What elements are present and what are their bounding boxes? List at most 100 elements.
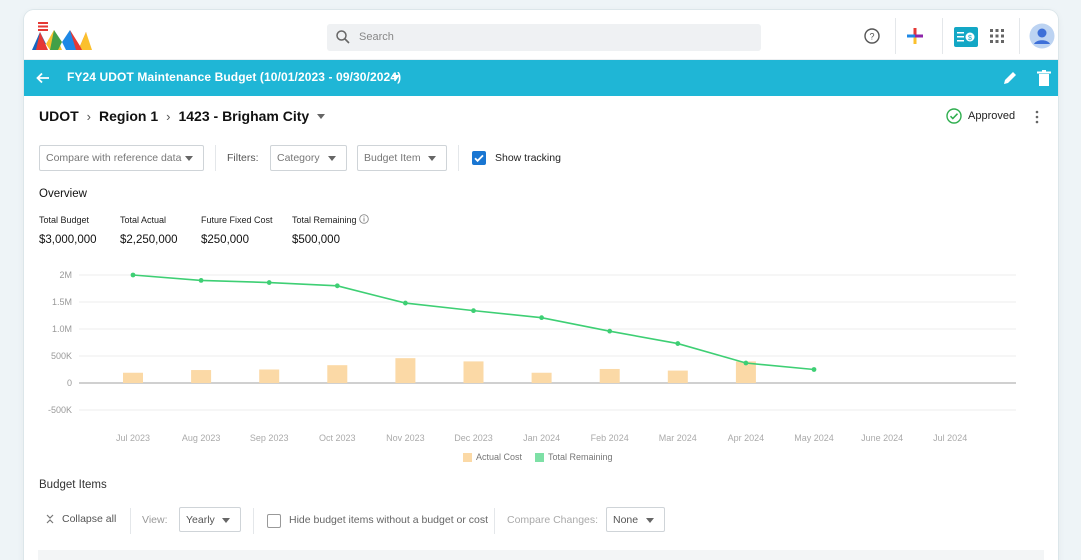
collapse-all-button[interactable]: Collapse all	[44, 513, 116, 525]
x-tick-label: Nov 2023	[386, 433, 425, 443]
table-header	[38, 550, 1044, 560]
more-vertical-icon[interactable]	[1034, 110, 1040, 124]
total-remaining-point	[811, 367, 817, 372]
actual-cost-bar	[735, 361, 756, 383]
stat-label: Total Budget	[39, 215, 90, 225]
user-avatar-icon[interactable]	[1029, 23, 1055, 49]
search-bar[interactable]: Search	[327, 24, 761, 51]
hide-empty-items-label[interactable]: Hide budget items without a budget or co…	[289, 514, 489, 526]
budget-item-select[interactable]: Budget Item	[357, 145, 447, 171]
y-tick-label: 500K	[51, 351, 72, 361]
divider	[1019, 18, 1020, 54]
checkmark-icon	[474, 154, 484, 163]
legend-swatch	[463, 452, 472, 462]
category-select[interactable]: Category	[270, 145, 347, 171]
compare-changes-select[interactable]: None	[606, 507, 665, 532]
x-tick-label: Jul 2023	[116, 433, 150, 443]
collapse-all-label: Collapse all	[62, 513, 117, 525]
stat-value: $500,000	[292, 234, 340, 246]
info-icon[interactable]	[359, 214, 369, 224]
chevron-down-icon	[185, 156, 193, 161]
divider	[458, 145, 459, 171]
view-select[interactable]: Yearly	[179, 507, 241, 532]
compare-changes-value: None	[613, 513, 639, 526]
x-tick-label: Aug 2023	[182, 433, 221, 443]
budget-header-bar: FY24 UDOT Maintenance Budget (10/01/2023…	[24, 60, 1058, 96]
check-circle-icon	[946, 108, 962, 124]
compare-changes-label: Compare Changes:	[507, 514, 599, 526]
chevron-right-icon: ›	[166, 108, 171, 124]
compare-reference-select[interactable]: Compare with reference data	[39, 145, 204, 171]
chevron-right-icon: ›	[86, 108, 92, 124]
view-label: View:	[142, 514, 168, 526]
y-tick-label: -500K	[48, 405, 72, 415]
status-badge: Approved	[946, 108, 1015, 124]
show-tracking-label[interactable]: Show tracking	[495, 152, 561, 164]
app-logo-icon[interactable]	[32, 22, 92, 50]
apps-grid-icon[interactable]	[986, 25, 1008, 47]
divider	[130, 508, 131, 534]
budget-title[interactable]: FY24 UDOT Maintenance Budget (10/01/2023…	[67, 70, 402, 84]
category-placeholder: Category	[277, 152, 320, 164]
y-tick-label: 2M	[59, 270, 72, 280]
x-tick-label: Jan 2024	[523, 433, 560, 443]
stat-value: $250,000	[201, 234, 249, 246]
budget-item-placeholder: Budget Item	[364, 152, 421, 164]
breadcrumb-item-udot[interactable]: UDOT	[39, 108, 79, 124]
stat-label: Total Actual	[120, 215, 167, 225]
actual-cost-bar	[259, 369, 280, 383]
chevron-down-icon	[222, 518, 230, 523]
legend-item-actual-cost[interactable]: Actual Cost	[463, 452, 522, 462]
svg-text:?: ?	[869, 32, 874, 42]
x-tick-label: Mar 2024	[659, 433, 697, 443]
total-remaining-point	[471, 308, 476, 314]
x-tick-label: Jul 2024	[933, 433, 967, 443]
legend-swatch	[535, 452, 544, 462]
actual-cost-bar	[327, 365, 348, 383]
help-circle-icon[interactable]: ?	[861, 25, 883, 47]
breadcrumb: UDOT › Region 1 › 1423 - Brigham City	[39, 108, 326, 124]
x-tick-label: Feb 2024	[591, 433, 629, 443]
chevron-down-icon[interactable]	[392, 75, 400, 80]
divider	[895, 18, 896, 54]
total-remaining-point	[539, 315, 544, 321]
total-remaining-point	[130, 272, 136, 278]
budget-items-heading: Budget Items	[39, 479, 107, 491]
view-value: Yearly	[186, 513, 215, 526]
x-tick-label: June 2024	[861, 433, 903, 443]
divider	[942, 18, 943, 54]
stat-value: $2,250,000	[120, 234, 178, 246]
hide-empty-items-checkbox[interactable]	[267, 514, 281, 528]
divider	[253, 508, 254, 534]
breadcrumb-item-location[interactable]: 1423 - Brigham City	[178, 108, 310, 124]
y-tick-label: 1.5M	[52, 297, 72, 307]
stat-label: Future Fixed Cost	[201, 215, 273, 225]
stat-value: $3,000,000	[39, 234, 97, 246]
legend-label: Total Remaining	[548, 452, 613, 462]
actual-cost-bar	[191, 370, 212, 383]
chevron-down-icon[interactable]	[317, 113, 326, 119]
trash-icon[interactable]	[1037, 70, 1051, 86]
total-remaining-point	[403, 300, 408, 306]
overview-heading: Overview	[39, 188, 87, 200]
svg-text:$: $	[968, 35, 972, 42]
search-input[interactable]: Search	[359, 31, 394, 43]
breadcrumb-item-region[interactable]: Region 1	[99, 108, 159, 124]
legend-item-total-remaining[interactable]: Total Remaining	[535, 452, 613, 462]
filters-label: Filters:	[227, 152, 259, 164]
app-window: Search ? $	[24, 10, 1058, 560]
budget-app-icon[interactable]: $	[953, 26, 979, 48]
actual-cost-bar	[463, 361, 484, 383]
collapse-icon	[46, 514, 54, 524]
x-tick-label: Apr 2024	[728, 433, 765, 443]
actual-cost-bar	[599, 368, 620, 383]
total-remaining-point	[198, 278, 204, 283]
show-tracking-checkbox[interactable]	[472, 151, 486, 165]
total-remaining-point	[743, 360, 749, 366]
arrow-left-icon[interactable]	[34, 69, 52, 87]
plus-icon[interactable]	[904, 25, 926, 47]
x-tick-label: Dec 2023	[454, 433, 493, 443]
chevron-down-icon	[428, 156, 436, 161]
x-tick-label: May 2024	[794, 433, 834, 443]
pencil-icon[interactable]	[1002, 70, 1018, 86]
